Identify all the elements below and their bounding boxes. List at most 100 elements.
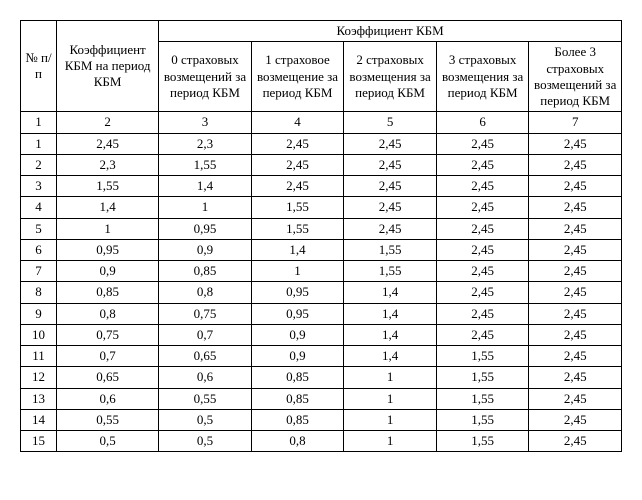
table-cell: 2,45 <box>529 409 622 430</box>
table-cell: 2,45 <box>436 218 529 239</box>
table-cell: 0,55 <box>159 388 252 409</box>
table-cell: 1 <box>159 197 252 218</box>
table-cell: 2,45 <box>344 197 437 218</box>
table-cell: 0,95 <box>159 218 252 239</box>
table-cell: 0,65 <box>159 346 252 367</box>
table-cell: 0,75 <box>159 303 252 324</box>
table-cell: 2,45 <box>529 197 622 218</box>
header-col-2: 2 страховых возмещения за период КБМ <box>344 42 437 112</box>
table-cell: 2,45 <box>436 133 529 154</box>
header-coef-group: Коэффициент КБМ <box>159 21 622 42</box>
table-cell: 1,4 <box>251 239 344 260</box>
table-cell: 0,9 <box>251 324 344 345</box>
table-cell: 2,45 <box>529 431 622 452</box>
table-cell: 2,45 <box>529 346 622 367</box>
table-header: № п/п Коэффициент КБМ на период КБМ Коэф… <box>21 21 622 112</box>
table-cell: 0,5 <box>159 431 252 452</box>
table-cell: 9 <box>21 303 57 324</box>
table-cell: 3 <box>21 176 57 197</box>
table-cell: 1,4 <box>344 282 437 303</box>
table-cell: 2,45 <box>529 367 622 388</box>
table-cell: 0,95 <box>57 239 159 260</box>
table-row: 130,60,550,8511,552,45 <box>21 388 622 409</box>
table-cell: 0,85 <box>159 261 252 282</box>
table-cell: 1,55 <box>159 154 252 175</box>
table-cell: 2,3 <box>57 154 159 175</box>
table-cell: 0,85 <box>251 388 344 409</box>
table-row: 100,750,70,91,42,452,45 <box>21 324 622 345</box>
table-cell: 0,6 <box>159 367 252 388</box>
table-cell: 2,45 <box>529 388 622 409</box>
table-cell: 0,9 <box>57 261 159 282</box>
table-cell: 1 <box>251 261 344 282</box>
table-cell: 1 <box>21 133 57 154</box>
table-cell: 14 <box>21 409 57 430</box>
table-cell: 2,3 <box>159 133 252 154</box>
table-cell: 2,45 <box>436 197 529 218</box>
table-cell: 2,45 <box>529 239 622 260</box>
table-body: 123456712,452,32,452,452,452,4522,31,552… <box>21 112 622 452</box>
table-cell: 0,7 <box>57 346 159 367</box>
table-cell: 1,55 <box>436 431 529 452</box>
header-coef-period: Коэффициент КБМ на период КБМ <box>57 21 159 112</box>
table-cell: 2,45 <box>529 218 622 239</box>
table-cell: 1,4 <box>57 197 159 218</box>
table-cell: 15 <box>21 431 57 452</box>
table-cell: 0,9 <box>159 239 252 260</box>
table-cell: 2 <box>21 154 57 175</box>
table-cell: 1 <box>344 367 437 388</box>
table-cell: 1,55 <box>436 367 529 388</box>
table-cell: 0,5 <box>159 409 252 430</box>
colnum-cell: 6 <box>436 112 529 133</box>
table-cell: 0,85 <box>251 409 344 430</box>
table-cell: 0,7 <box>159 324 252 345</box>
table-row: 140,550,50,8511,552,45 <box>21 409 622 430</box>
colnum-cell: 7 <box>529 112 622 133</box>
table-colnum-row: 1234567 <box>21 112 622 133</box>
table-cell: 2,45 <box>436 176 529 197</box>
colnum-cell: 2 <box>57 112 159 133</box>
table-cell: 2,45 <box>529 133 622 154</box>
table-cell: 1,55 <box>251 218 344 239</box>
table-cell: 0,8 <box>251 431 344 452</box>
table-cell: 2,45 <box>436 239 529 260</box>
table-cell: 2,45 <box>529 154 622 175</box>
table-cell: 0,9 <box>251 346 344 367</box>
table-cell: 2,45 <box>344 154 437 175</box>
table-cell: 2,45 <box>529 282 622 303</box>
table-cell: 2,45 <box>529 176 622 197</box>
table-cell: 2,45 <box>57 133 159 154</box>
table-cell: 1,4 <box>344 324 437 345</box>
table-row: 150,50,50,811,552,45 <box>21 431 622 452</box>
table-cell: 2,45 <box>436 324 529 345</box>
table-cell: 2,45 <box>344 218 437 239</box>
table-cell: 1,55 <box>251 197 344 218</box>
kbm-table: № п/п Коэффициент КБМ на период КБМ Коэф… <box>20 20 622 452</box>
table-cell: 2,45 <box>251 133 344 154</box>
table-row: 90,80,750,951,42,452,45 <box>21 303 622 324</box>
table-cell: 2,45 <box>529 303 622 324</box>
table-row: 110,70,650,91,41,552,45 <box>21 346 622 367</box>
table-cell: 0,95 <box>251 282 344 303</box>
table-cell: 0,65 <box>57 367 159 388</box>
header-col-4: Более 3 страховых возмещений за период К… <box>529 42 622 112</box>
colnum-cell: 1 <box>21 112 57 133</box>
table-row: 22,31,552,452,452,452,45 <box>21 154 622 175</box>
table-row: 120,650,60,8511,552,45 <box>21 367 622 388</box>
table-cell: 1,55 <box>436 388 529 409</box>
table-cell: 1,4 <box>344 303 437 324</box>
table-cell: 0,8 <box>57 303 159 324</box>
table-cell: 2,45 <box>251 154 344 175</box>
table-cell: 8 <box>21 282 57 303</box>
table-cell: 0,85 <box>57 282 159 303</box>
table-cell: 2,45 <box>251 176 344 197</box>
table-cell: 0,8 <box>159 282 252 303</box>
header-col-1: 1 страховое возмещение за период КБМ <box>251 42 344 112</box>
table-cell: 2,45 <box>529 261 622 282</box>
table-cell: 7 <box>21 261 57 282</box>
table-cell: 12 <box>21 367 57 388</box>
table-cell: 5 <box>21 218 57 239</box>
colnum-cell: 5 <box>344 112 437 133</box>
table-cell: 2,45 <box>436 261 529 282</box>
table-row: 70,90,8511,552,452,45 <box>21 261 622 282</box>
